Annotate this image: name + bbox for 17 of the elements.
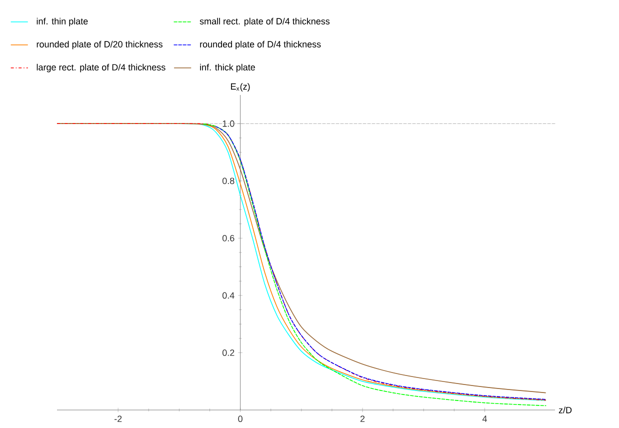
y-tick-label: 0.8 [222, 178, 234, 184]
y-tick-label: 0.2 [222, 350, 234, 356]
legend-label: small rect. plate of D/4 thickness [200, 18, 330, 26]
x-tick-label: -2 [114, 416, 122, 422]
y-tick-label: 0.6 [222, 234, 234, 242]
x-tick-label: 4 [482, 416, 487, 422]
x-axis-title: z/D [558, 406, 572, 414]
legend-label: inf. thin plate [36, 18, 88, 26]
y-tick-label: 1.0 [222, 120, 234, 127]
x-tick-label: 0 [238, 416, 242, 422]
legend-label: large rect. plate of D/4 thickness [36, 64, 166, 72]
y-tick-label: 0.4 [222, 292, 234, 299]
legend-label: rounded plate of D/4 thickness [200, 40, 321, 50]
y-axis-title: E$_{x}$(z) [231, 83, 250, 92]
legend-label: inf. thick plate [200, 64, 255, 72]
legend-label: rounded plate of D/20 thickness [36, 40, 163, 50]
x-tick-label: 2 [360, 416, 365, 422]
